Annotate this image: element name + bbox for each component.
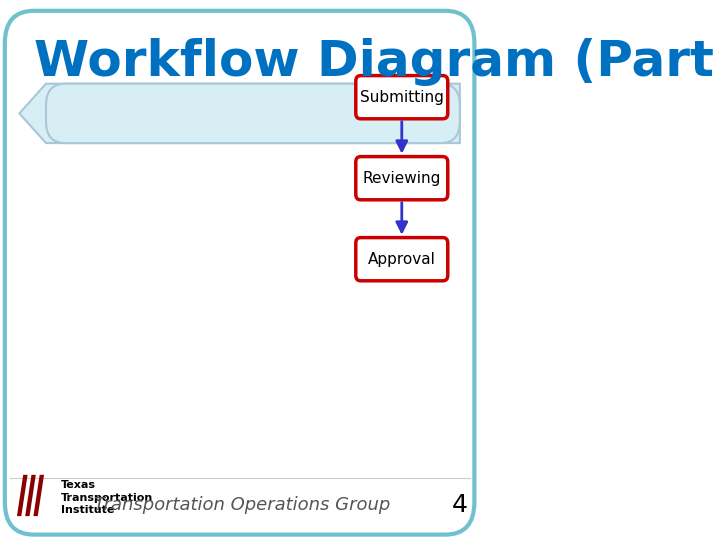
FancyBboxPatch shape [46,84,460,143]
FancyBboxPatch shape [5,11,474,535]
Text: Institute: Institute [60,505,114,515]
Polygon shape [25,475,36,516]
Text: Submitting: Submitting [360,90,444,105]
Text: 4: 4 [452,493,468,517]
FancyBboxPatch shape [356,157,448,200]
Polygon shape [33,475,44,516]
Text: Transportation Operations Group: Transportation Operations Group [94,496,390,514]
Text: Workflow Diagram (Part 1): Workflow Diagram (Part 1) [34,38,720,86]
Text: Transportation: Transportation [60,492,153,503]
FancyBboxPatch shape [356,238,448,281]
Polygon shape [17,475,27,516]
Text: Texas: Texas [60,481,96,490]
Text: Reviewing: Reviewing [363,171,441,186]
Text: Approval: Approval [368,252,436,267]
FancyBboxPatch shape [356,76,448,119]
Polygon shape [19,84,460,143]
